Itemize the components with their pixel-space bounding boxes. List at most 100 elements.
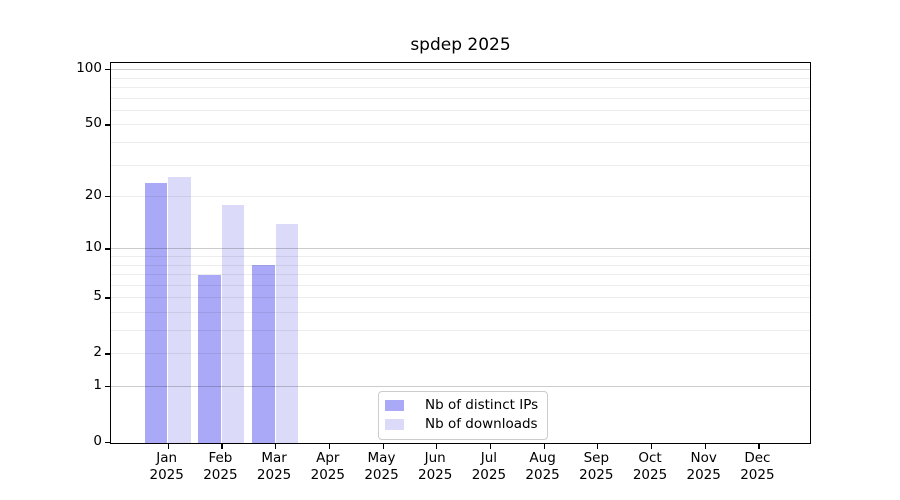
x-tick-label: May 2025 [347,450,417,484]
plot-inner: Nb of distinct IPs Nb of downloads [105,63,810,449]
x-tick [382,444,384,449]
y-tick [105,353,110,355]
y-gridline-minor [111,312,810,314]
x-tick [651,444,653,449]
x-tick [597,444,599,449]
x-tick-year: 2025 [149,467,184,483]
y-gridline-minor [111,330,810,332]
x-tick-label: Nov 2025 [669,450,739,484]
y-gridline-minor [111,87,810,89]
x-tick-month: Jan [156,450,178,466]
x-tick-label: Jan 2025 [132,450,202,484]
y-tick-label: 10 [84,239,102,256]
legend-swatch-downloads [385,419,404,430]
x-tick [221,444,223,449]
y-gridline-major [111,248,810,250]
x-tick [328,444,330,449]
y-tick-label: 1 [93,377,102,394]
y-gridline-minor [111,97,810,99]
y-tick [105,442,110,444]
y-tick-label: 5 [93,288,102,305]
x-tick [489,444,492,449]
y-tick-label: 20 [84,187,102,204]
legend-item: Nb of downloads [385,417,538,432]
y-tick-label: 0 [93,433,102,450]
legend-label: Nb of distinct IPs [425,397,539,413]
y-gridline-minor [111,274,810,276]
legend: Nb of distinct IPs Nb of downloads [378,391,549,440]
x-tick-label: Jul 2025 [454,450,524,484]
x-tick-year: 2025 [525,467,560,483]
x-tick-label: Apr 2025 [293,450,363,484]
x-tick-year: 2025 [471,467,507,483]
y-gridline-minor [111,164,810,166]
x-tick-year: 2025 [740,467,775,483]
x-tick [436,444,438,449]
y-tick [105,297,110,299]
y-gridline-major [111,386,810,388]
x-tick [704,444,706,449]
bar-distinct-ips [144,182,168,443]
y-gridline-minor [111,142,810,144]
x-tick-month: Feb [208,450,233,466]
legend-swatch-distinct-ips [385,400,404,411]
x-tick [758,444,760,449]
x-tick-label: Sep 2025 [561,450,631,484]
bar-downloads [275,224,299,443]
x-tick-label: Aug 2025 [508,450,578,484]
x-tick [275,444,277,449]
y-gridline-minor [111,264,810,266]
y-tick-label: 100 [76,60,102,77]
y-tick-label: 50 [84,115,102,132]
x-tick-month: May [367,450,396,466]
bar-distinct-ips [198,274,221,443]
x-tick-month: Apr [316,450,340,466]
x-tick-month: Sep [583,450,610,466]
legend-label: Nb of downloads [425,416,538,432]
bar-distinct-ips [252,265,275,443]
plot-area: Nb of distinct IPs Nb of downloads [105,62,811,449]
bar-downloads [221,205,245,443]
x-tick-label: Jun 2025 [400,450,470,484]
x-tick-year: 2025 [310,467,345,483]
y-gridline-minor [111,77,810,79]
y-tick [105,248,110,250]
chart-title: spdep 2025 [410,35,511,55]
x-tick-year: 2025 [686,467,721,483]
y-gridline-major [111,69,810,71]
x-tick-month: Nov [690,450,717,466]
legend-item: Nb of distinct IPs [385,398,538,413]
y-gridline-minor [111,196,810,198]
x-tick-month: Mar [261,450,287,466]
y-gridline-minor [111,109,810,111]
x-tick-month: Jul [480,450,498,466]
x-tick-year: 2025 [632,467,668,483]
y-gridline-minor [111,256,810,258]
x-tick-year: 2025 [364,467,399,483]
x-tick [543,444,545,449]
x-tick-year: 2025 [256,467,292,483]
x-tick-label: Feb 2025 [185,450,255,484]
y-gridline-minor [111,353,810,355]
x-tick-label: Dec 2025 [722,450,792,484]
y-tick [105,196,110,198]
x-tick-month: Oct [638,450,662,466]
x-tick-year: 2025 [579,467,614,483]
y-tick [105,124,110,126]
x-tick [167,444,169,449]
y-tick [105,69,110,71]
y-gridline-minor [111,284,810,286]
x-tick-year: 2025 [203,467,238,483]
y-tick-label: 2 [93,344,102,361]
x-tick-label: Oct 2025 [615,450,685,484]
x-tick-month: Dec [744,450,771,466]
y-gridline-minor [111,124,810,126]
x-tick-year: 2025 [418,467,453,483]
x-tick-label: Mar 2025 [239,450,309,484]
y-tick [105,386,110,388]
x-tick-month: Jun [424,450,446,466]
bar-downloads [168,176,191,443]
x-tick-month: Aug [529,450,556,466]
y-gridline-minor [111,297,810,299]
